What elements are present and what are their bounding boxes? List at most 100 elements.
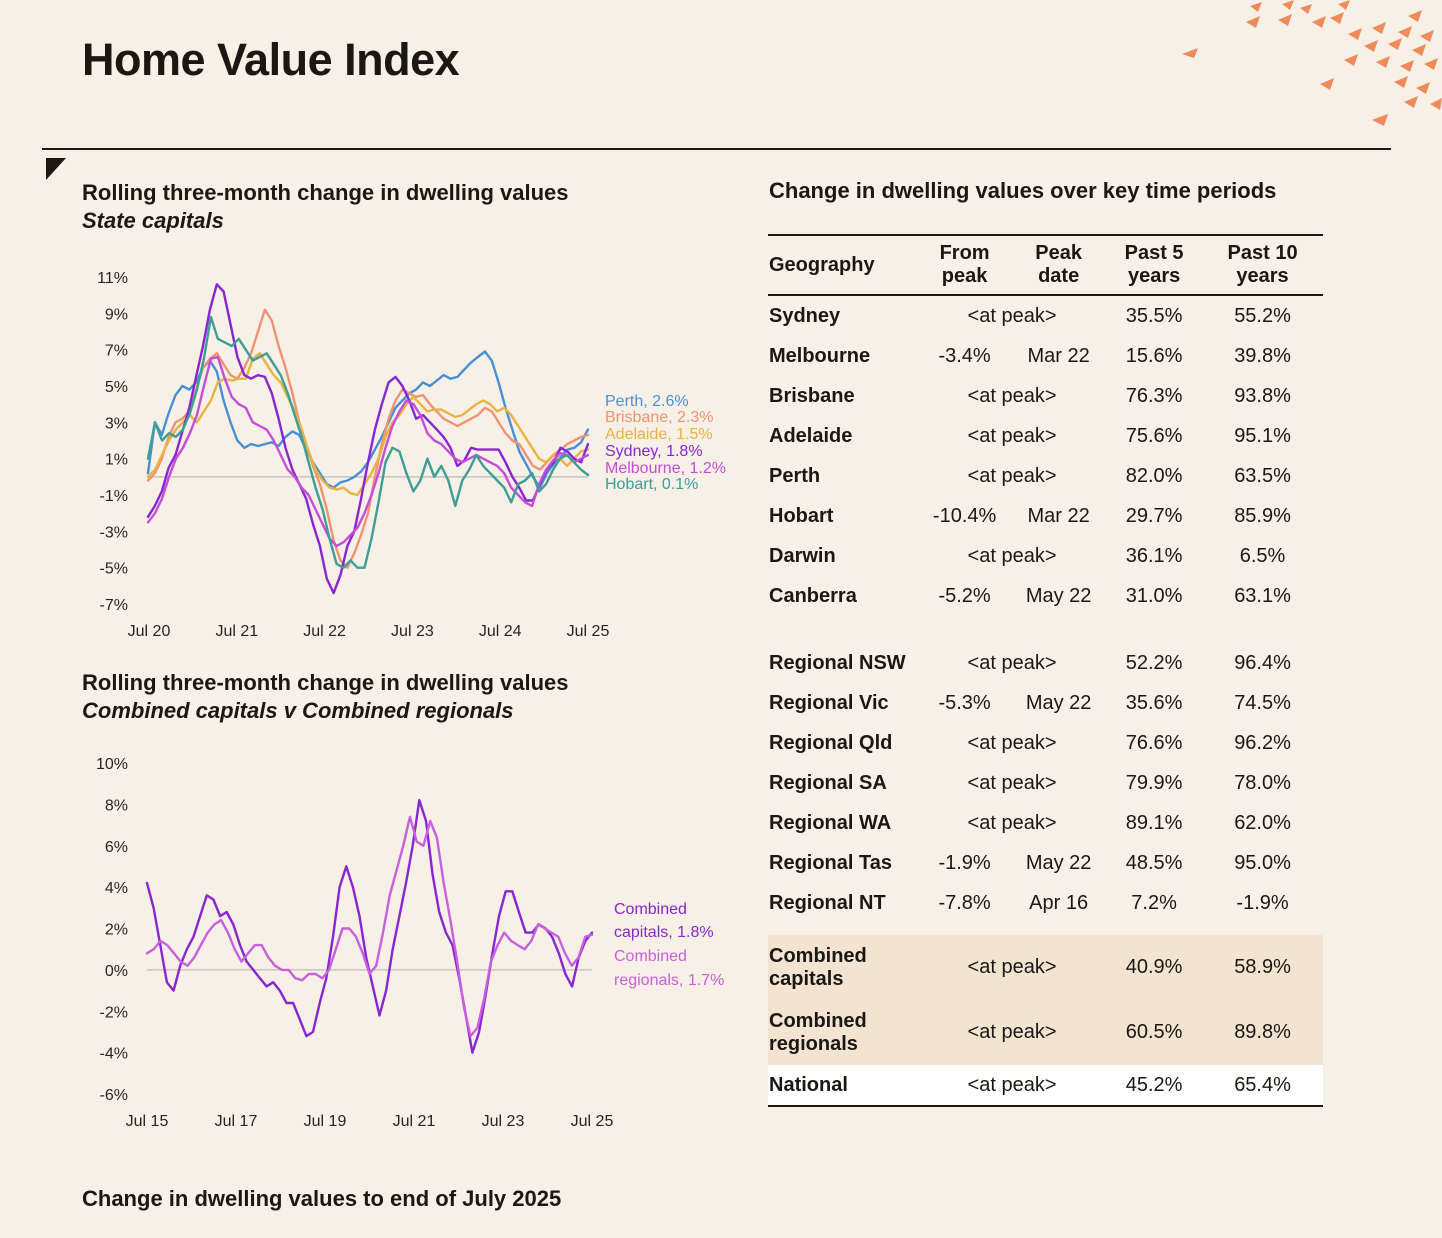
- at-peak-cell: <at peak>: [917, 935, 1107, 1000]
- combined-chart-subtitle: Combined capitals v Combined regionals: [82, 698, 514, 723]
- x-tick-label: Jul 25: [567, 623, 610, 640]
- table-row: Sydney <at peak> 35.5% 55.2%: [768, 295, 1323, 336]
- table-row: Regional WA <at peak> 89.1% 62.0%: [768, 803, 1323, 843]
- from-peak-cell: -7.8%: [938, 891, 991, 914]
- at-peak-cell: <at peak>: [917, 1065, 1107, 1107]
- geo-cell: Regional WA: [769, 811, 892, 834]
- from-peak-cell: -5.3%: [938, 691, 991, 714]
- geo-cell: Regional Tas: [769, 851, 892, 874]
- past-10-cell: 65.4%: [1202, 1065, 1323, 1107]
- past-10-cell: -1.9%: [1236, 891, 1289, 914]
- geo-cell: Brisbane: [769, 384, 855, 407]
- at-peak-cell: <at peak>: [967, 424, 1057, 447]
- geo-cell: Combined regionals: [768, 1000, 918, 1065]
- header-from-peak: From peak: [917, 234, 1012, 296]
- state-chart-title: Rolling three-month change in dwelling v…: [82, 180, 569, 205]
- y-tick-label: -2%: [100, 1004, 128, 1021]
- y-tick-label: -6%: [100, 1087, 128, 1104]
- y-tick-label: -5%: [100, 561, 128, 578]
- y-tick-label: 6%: [105, 839, 128, 856]
- past-5-cell: 15.6%: [1125, 344, 1183, 367]
- past-10-cell: 62.0%: [1234, 811, 1291, 834]
- legend-label-combined-capitals-line1: Combined: [614, 901, 687, 918]
- series-line-combined-regionals: [145, 815, 594, 1038]
- table-row: Perth <at peak> 82.0% 63.5%: [768, 456, 1323, 496]
- past-10-cell: 93.8%: [1234, 384, 1291, 407]
- header-rule: [42, 148, 1391, 150]
- geo-cell: Adelaide: [769, 424, 853, 447]
- table-row: Hobart -10.4% Mar 22 29.7% 85.9%: [768, 496, 1323, 536]
- past-10-cell: 95.0%: [1234, 851, 1291, 874]
- series-line-melbourne: [146, 355, 590, 548]
- y-tick-label: 4%: [105, 880, 128, 897]
- x-tick-label: Jul 17: [215, 1113, 258, 1130]
- page-title: Home Value Index: [82, 34, 460, 85]
- y-tick-label: 1%: [105, 452, 128, 469]
- geo-cell: Hobart: [769, 504, 834, 527]
- past-5-cell: 29.7%: [1125, 504, 1183, 527]
- peak-date-cell: May 22: [1025, 584, 1092, 607]
- x-tick-label: Jul 21: [393, 1113, 436, 1130]
- past-10-cell: 58.9%: [1202, 935, 1323, 1000]
- at-peak-cell: <at peak>: [967, 651, 1057, 674]
- at-peak-cell: <at peak>: [967, 771, 1057, 794]
- past-5-cell: 60.5%: [1106, 1000, 1203, 1065]
- past-5-cell: 31.0%: [1125, 584, 1183, 607]
- header-past-10: Past 10 years: [1202, 234, 1323, 296]
- peak-date-cell: Apr 16: [1029, 891, 1089, 914]
- legend-label-sydney: Sydney, 1.8%: [605, 443, 703, 460]
- peak-date-cell: May 22: [1025, 691, 1092, 714]
- geo-cell: Perth: [769, 464, 821, 487]
- past-5-cell: 76.6%: [1125, 731, 1183, 754]
- geo-cell: Melbourne: [769, 344, 871, 367]
- x-tick-label: Jul 22: [303, 623, 346, 640]
- past-5-cell: 7.2%: [1131, 891, 1177, 914]
- legend-label-brisbane: Brisbane, 2.3%: [605, 409, 714, 426]
- at-peak-cell: <at peak>: [967, 304, 1057, 327]
- table-row-national: National <at peak> 45.2% 65.4%: [768, 1065, 1323, 1107]
- x-tick-label: Jul 23: [482, 1113, 525, 1130]
- y-tick-label: -7%: [100, 597, 128, 614]
- key-periods-table: Geography From peak Peak date Past 5 years …: [768, 234, 1323, 1107]
- geo-cell: Sydney: [769, 304, 841, 327]
- past-10-cell: 96.4%: [1234, 651, 1291, 674]
- from-peak-cell: -3.4%: [938, 344, 991, 367]
- past-5-cell: 36.1%: [1125, 544, 1183, 567]
- past-10-cell: 74.5%: [1234, 691, 1291, 714]
- past-10-cell: 95.1%: [1234, 424, 1291, 447]
- past-5-cell: 35.5%: [1125, 304, 1183, 327]
- series-line-brisbane: [146, 308, 590, 569]
- at-peak-cell: <at peak>: [917, 1000, 1107, 1065]
- legend-label-adelaide: Adelaide, 1.5%: [605, 426, 713, 443]
- x-tick-label: Jul 25: [571, 1113, 614, 1130]
- legend-label-combined-capitals-line2: capitals, 1.8%: [614, 924, 714, 941]
- header-geography: Geography: [768, 234, 918, 296]
- past-5-cell: 75.6%: [1125, 424, 1183, 447]
- x-tick-label: Jul 21: [215, 623, 258, 640]
- legend-label-perth: Perth, 2.6%: [605, 393, 689, 410]
- table-row-combined: Combined regionals <at peak> 60.5% 89.8%: [768, 1000, 1323, 1065]
- past-5-cell: 89.1%: [1125, 811, 1183, 834]
- geo-cell: Regional SA: [769, 771, 887, 794]
- at-peak-cell: <at peak>: [967, 811, 1057, 834]
- combined-chart: 10% 8% 6% 4% 2% 0% -2% -4% -6% Jul 15 Jul 17 Jul 19…: [96, 756, 724, 1130]
- past-10-cell: 89.8%: [1202, 1000, 1323, 1065]
- y-tick-label: 0%: [105, 963, 128, 980]
- past-5-cell: 45.2%: [1106, 1065, 1203, 1107]
- table-row: Adelaide <at peak> 75.6% 95.1%: [768, 416, 1323, 456]
- y-tick-label: 3%: [105, 415, 128, 432]
- geo-cell: National: [768, 1065, 918, 1107]
- past-5-cell: 52.2%: [1125, 651, 1183, 674]
- past-10-cell: 39.8%: [1234, 344, 1291, 367]
- y-tick-label: 10%: [96, 756, 128, 773]
- x-tick-label: Jul 19: [304, 1113, 347, 1130]
- table-row-combined: Combined capitals <at peak> 40.9% 58.9%: [768, 935, 1323, 1000]
- y-tick-label: -1%: [100, 488, 128, 505]
- past-10-cell: 63.1%: [1234, 584, 1291, 607]
- legend-label-hobart: Hobart, 0.1%: [605, 476, 698, 493]
- x-tick-label: Jul 23: [391, 623, 434, 640]
- geo-cell: Combined capitals: [768, 935, 918, 1000]
- past-5-cell: 35.6%: [1125, 691, 1183, 714]
- geo-cell: Canberra: [769, 584, 857, 607]
- past-5-cell: 79.9%: [1125, 771, 1183, 794]
